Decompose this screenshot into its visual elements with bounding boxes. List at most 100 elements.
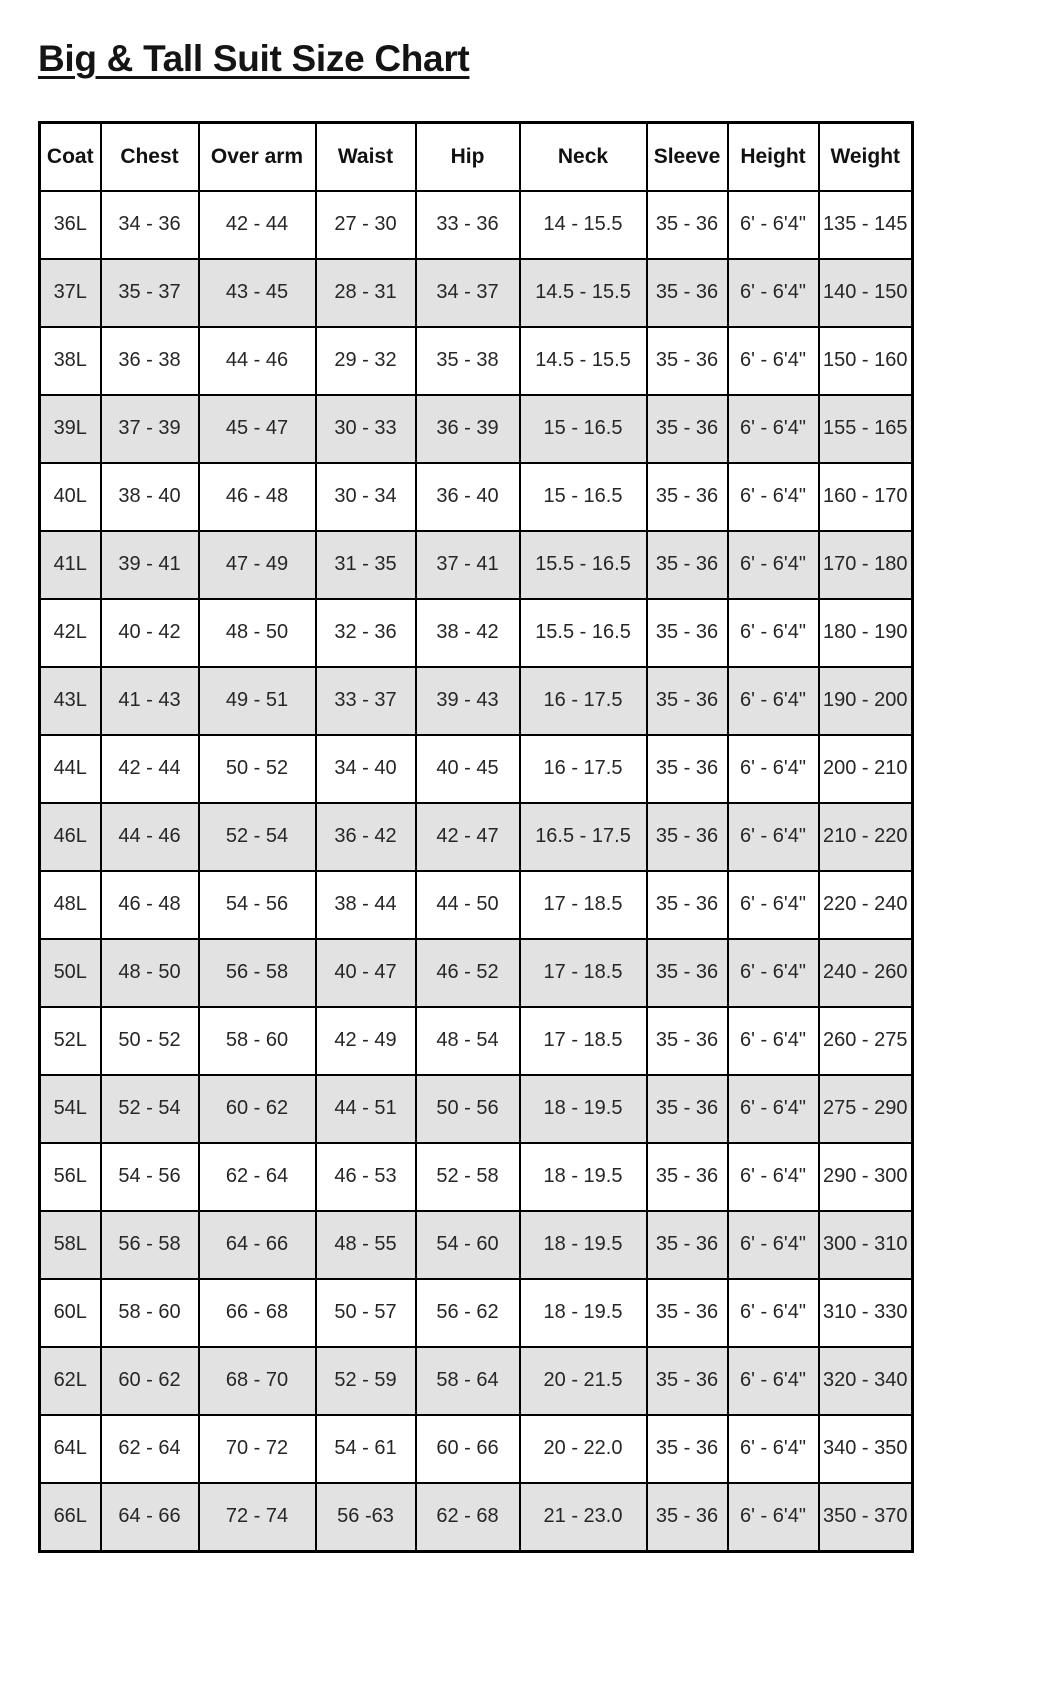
column-header-hip: Hip bbox=[414, 121, 521, 192]
cell-hip: 56 - 62 bbox=[414, 1277, 521, 1348]
table-row: 48L 46 - 48 54 - 56 38 - 44 44 - 50 17 - 18.5… bbox=[38, 869, 914, 940]
cell-chest: 60 - 62 bbox=[99, 1345, 200, 1416]
cell-neck: 17 - 18.5 bbox=[518, 869, 648, 940]
cell-coat-size: 39L bbox=[38, 393, 102, 464]
cell-height: 6' - 6'4" bbox=[726, 257, 820, 328]
cell-sleeve: 35 - 36 bbox=[645, 1209, 729, 1280]
cell-weight: 320 - 340 bbox=[817, 1345, 914, 1416]
column-header-height: Height bbox=[726, 121, 820, 192]
cell-over-arm: 46 - 48 bbox=[197, 461, 317, 532]
cell-neck: 16 - 17.5 bbox=[518, 665, 648, 736]
cell-over-arm: 56 - 58 bbox=[197, 937, 317, 1008]
cell-sleeve: 35 - 36 bbox=[645, 1005, 729, 1076]
cell-over-arm: 49 - 51 bbox=[197, 665, 317, 736]
cell-sleeve: 35 - 36 bbox=[645, 1481, 729, 1553]
cell-hip: 58 - 64 bbox=[414, 1345, 521, 1416]
cell-over-arm: 62 - 64 bbox=[197, 1141, 317, 1212]
cell-weight: 300 - 310 bbox=[817, 1209, 914, 1280]
cell-hip: 35 - 38 bbox=[414, 325, 521, 396]
column-header-over-arm: Over arm bbox=[197, 121, 317, 192]
cell-neck: 18 - 19.5 bbox=[518, 1073, 648, 1144]
cell-sleeve: 35 - 36 bbox=[645, 1345, 729, 1416]
cell-coat-size: 38L bbox=[38, 325, 102, 396]
cell-weight: 350 - 370 bbox=[817, 1481, 914, 1553]
cell-coat-size: 37L bbox=[38, 257, 102, 328]
table-row: 41L 39 - 41 47 - 49 31 - 35 37 - 41 15.5 - 16… bbox=[38, 529, 914, 600]
cell-weight: 340 - 350 bbox=[817, 1413, 914, 1484]
cell-coat-size: 41L bbox=[38, 529, 102, 600]
column-header-sleeve: Sleeve bbox=[645, 121, 729, 192]
cell-neck: 14 - 15.5 bbox=[518, 189, 648, 260]
cell-neck: 16 - 17.5 bbox=[518, 733, 648, 804]
cell-coat-size: 60L bbox=[38, 1277, 102, 1348]
cell-chest: 48 - 50 bbox=[99, 937, 200, 1008]
cell-weight: 220 - 240 bbox=[817, 869, 914, 940]
cell-sleeve: 35 - 36 bbox=[645, 801, 729, 872]
cell-coat-size: 50L bbox=[38, 937, 102, 1008]
cell-neck: 21 - 23.0 bbox=[518, 1481, 648, 1553]
size-chart-table-container: Coat Chest Over arm Waist Hip Neck Sleeve Heigh… bbox=[38, 120, 914, 1553]
cell-coat-size: 66L bbox=[38, 1481, 102, 1553]
table-row: 44L 42 - 44 50 - 52 34 - 40 40 - 45 16 - 17.5… bbox=[38, 733, 914, 804]
column-header-chest: Chest bbox=[99, 121, 200, 192]
cell-over-arm: 43 - 45 bbox=[197, 257, 317, 328]
table-body: 36L 34 - 36 42 - 44 27 - 30 33 - 36 14 - 15.5… bbox=[38, 189, 914, 1553]
cell-sleeve: 35 - 36 bbox=[645, 1141, 729, 1212]
cell-weight: 190 - 200 bbox=[817, 665, 914, 736]
cell-over-arm: 50 - 52 bbox=[197, 733, 317, 804]
cell-sleeve: 35 - 36 bbox=[645, 1413, 729, 1484]
table-row: 60L 58 - 60 66 - 68 50 - 57 56 - 62 18 - 19.5… bbox=[38, 1277, 914, 1348]
cell-height: 6' - 6'4" bbox=[726, 869, 820, 940]
cell-sleeve: 35 - 36 bbox=[645, 665, 729, 736]
cell-height: 6' - 6'4" bbox=[726, 529, 820, 600]
cell-waist: 42 - 49 bbox=[314, 1005, 417, 1076]
cell-coat-size: 62L bbox=[38, 1345, 102, 1416]
cell-sleeve: 35 - 36 bbox=[645, 937, 729, 1008]
cell-height: 6' - 6'4" bbox=[726, 937, 820, 1008]
cell-sleeve: 35 - 36 bbox=[645, 257, 729, 328]
cell-height: 6' - 6'4" bbox=[726, 393, 820, 464]
cell-weight: 180 - 190 bbox=[817, 597, 914, 668]
cell-waist: 34 - 40 bbox=[314, 733, 417, 804]
cell-coat-size: 58L bbox=[38, 1209, 102, 1280]
column-header-neck: Neck bbox=[518, 121, 648, 192]
cell-coat-size: 44L bbox=[38, 733, 102, 804]
cell-chest: 38 - 40 bbox=[99, 461, 200, 532]
cell-over-arm: 54 - 56 bbox=[197, 869, 317, 940]
cell-neck: 18 - 19.5 bbox=[518, 1209, 648, 1280]
cell-over-arm: 42 - 44 bbox=[197, 189, 317, 260]
cell-waist: 56 -63 bbox=[314, 1481, 417, 1553]
cell-waist: 30 - 33 bbox=[314, 393, 417, 464]
cell-coat-size: 42L bbox=[38, 597, 102, 668]
cell-over-arm: 44 - 46 bbox=[197, 325, 317, 396]
cell-height: 6' - 6'4" bbox=[726, 325, 820, 396]
cell-over-arm: 72 - 74 bbox=[197, 1481, 317, 1553]
cell-chest: 54 - 56 bbox=[99, 1141, 200, 1212]
cell-weight: 150 - 160 bbox=[817, 325, 914, 396]
cell-hip: 48 - 54 bbox=[414, 1005, 521, 1076]
cell-waist: 33 - 37 bbox=[314, 665, 417, 736]
cell-neck: 16.5 - 17.5 bbox=[518, 801, 648, 872]
cell-chest: 64 - 66 bbox=[99, 1481, 200, 1553]
cell-over-arm: 68 - 70 bbox=[197, 1345, 317, 1416]
cell-height: 6' - 6'4" bbox=[726, 1141, 820, 1212]
table-row: 36L 34 - 36 42 - 44 27 - 30 33 - 36 14 - 15.5… bbox=[38, 189, 914, 260]
cell-hip: 33 - 36 bbox=[414, 189, 521, 260]
cell-over-arm: 64 - 66 bbox=[197, 1209, 317, 1280]
cell-neck: 20 - 22.0 bbox=[518, 1413, 648, 1484]
cell-hip: 36 - 39 bbox=[414, 393, 521, 464]
table-row: 56L 54 - 56 62 - 64 46 - 53 52 - 58 18 - 19.5… bbox=[38, 1141, 914, 1212]
cell-chest: 35 - 37 bbox=[99, 257, 200, 328]
cell-sleeve: 35 - 36 bbox=[645, 869, 729, 940]
cell-hip: 36 - 40 bbox=[414, 461, 521, 532]
cell-waist: 36 - 42 bbox=[314, 801, 417, 872]
cell-chest: 34 - 36 bbox=[99, 189, 200, 260]
cell-chest: 39 - 41 bbox=[99, 529, 200, 600]
cell-weight: 290 - 300 bbox=[817, 1141, 914, 1212]
table-row: 43L 41 - 43 49 - 51 33 - 37 39 - 43 16 - 17.5… bbox=[38, 665, 914, 736]
cell-over-arm: 48 - 50 bbox=[197, 597, 317, 668]
cell-hip: 44 - 50 bbox=[414, 869, 521, 940]
cell-over-arm: 60 - 62 bbox=[197, 1073, 317, 1144]
cell-neck: 15 - 16.5 bbox=[518, 393, 648, 464]
cell-over-arm: 58 - 60 bbox=[197, 1005, 317, 1076]
